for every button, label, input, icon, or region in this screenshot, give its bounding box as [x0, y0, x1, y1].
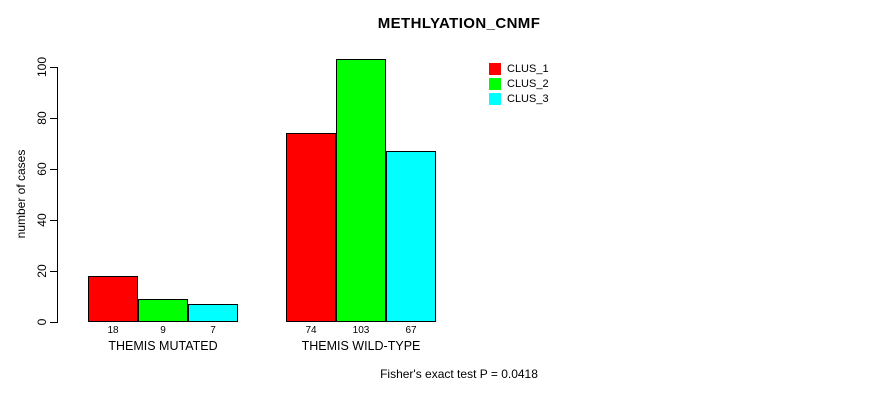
- bar-value-label-clus-2-themis-mutated: 9: [160, 325, 166, 336]
- legend-label-clus-2: CLUS_2: [507, 77, 549, 90]
- y-axis-tick: [50, 321, 58, 323]
- y-axis-tick: [50, 270, 58, 272]
- bar-clus-3-themis-mutated: [188, 304, 238, 322]
- category-label-themis-wild-type: THEMIS WILD-TYPE: [301, 339, 421, 353]
- y-axis-tick: [50, 117, 58, 119]
- y-axis-tick-label: 40: [35, 213, 49, 227]
- y-axis-tick: [50, 219, 58, 221]
- category-label-themis-mutated: THEMIS MUTATED: [108, 339, 218, 353]
- bar-value-label-clus-3-themis-mutated: 7: [210, 325, 216, 336]
- y-axis-tick-label: 60: [35, 162, 49, 176]
- legend-swatch-clus-3: [489, 92, 501, 105]
- legend-label-clus-3: CLUS_3: [507, 92, 549, 105]
- y-axis-tick-label: 20: [35, 264, 49, 278]
- y-axis-tick-label: 80: [35, 111, 49, 125]
- legend-item-clus-1: CLUS_1: [489, 61, 549, 76]
- y-axis-tick: [50, 168, 58, 170]
- y-axis-tick-label: 0: [35, 318, 49, 326]
- bar-value-label-clus-1-themis-wild-type: 74: [305, 325, 317, 336]
- legend-label-clus-1: CLUS_1: [507, 62, 549, 75]
- bar-value-label-clus-1-themis-mutated: 18: [107, 325, 119, 336]
- y-axis-tick: [50, 66, 58, 68]
- y-axis-line: [57, 67, 58, 322]
- legend-item-clus-2: CLUS_2: [489, 76, 549, 91]
- bar-clus-2-themis-wild-type: [336, 59, 386, 322]
- chart-title: METHLYATION_CNMF: [377, 15, 541, 32]
- bar-clus-2-themis-mutated: [138, 299, 188, 322]
- legend-item-clus-3: CLUS_3: [489, 91, 549, 106]
- legend: CLUS_1 CLUS_2 CLUS_3: [489, 61, 549, 106]
- bar-value-label-clus-3-themis-wild-type: 67: [405, 325, 417, 336]
- bar-clus-3-themis-wild-type: [386, 151, 436, 322]
- y-axis-label: number of cases: [14, 149, 28, 239]
- bar-clus-1-themis-wild-type: [286, 133, 336, 322]
- bar-clus-1-themis-mutated: [88, 276, 138, 322]
- legend-swatch-clus-2: [489, 77, 501, 90]
- legend-swatch-clus-1: [489, 62, 501, 75]
- stat-caption: Fisher's exact test P = 0.0418: [380, 367, 538, 381]
- bar-value-label-clus-2-themis-wild-type: 103: [352, 325, 370, 336]
- y-axis-tick-label: 100: [35, 56, 49, 78]
